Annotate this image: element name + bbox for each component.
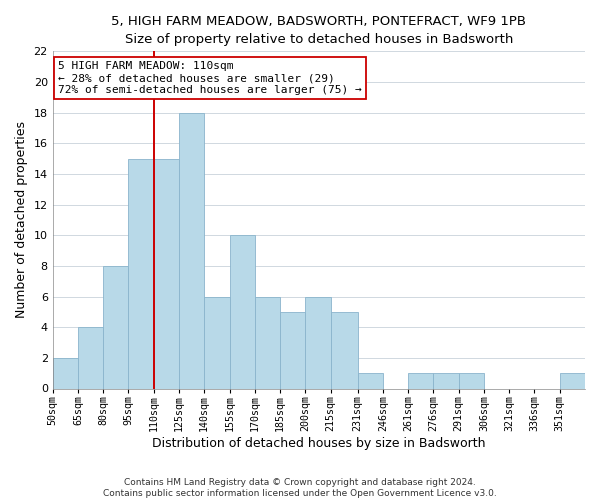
Bar <box>560 373 585 388</box>
Bar <box>331 312 358 388</box>
Bar <box>433 373 458 388</box>
Bar <box>128 158 154 388</box>
Text: Contains HM Land Registry data © Crown copyright and database right 2024.
Contai: Contains HM Land Registry data © Crown c… <box>103 478 497 498</box>
Bar <box>154 158 179 388</box>
Bar <box>280 312 305 388</box>
Bar <box>358 373 383 388</box>
Bar <box>255 296 280 388</box>
Title: 5, HIGH FARM MEADOW, BADSWORTH, PONTEFRACT, WF9 1PB
Size of property relative to: 5, HIGH FARM MEADOW, BADSWORTH, PONTEFRA… <box>112 15 526 46</box>
Bar <box>103 266 128 388</box>
Bar <box>53 358 78 388</box>
Bar <box>408 373 433 388</box>
Bar <box>458 373 484 388</box>
Y-axis label: Number of detached properties: Number of detached properties <box>15 122 28 318</box>
Bar <box>78 327 103 388</box>
Text: 5 HIGH FARM MEADOW: 110sqm
← 28% of detached houses are smaller (29)
72% of semi: 5 HIGH FARM MEADOW: 110sqm ← 28% of deta… <box>58 62 362 94</box>
Bar <box>179 112 204 388</box>
X-axis label: Distribution of detached houses by size in Badsworth: Distribution of detached houses by size … <box>152 437 485 450</box>
Bar <box>204 296 230 388</box>
Bar <box>305 296 331 388</box>
Bar <box>230 235 255 388</box>
